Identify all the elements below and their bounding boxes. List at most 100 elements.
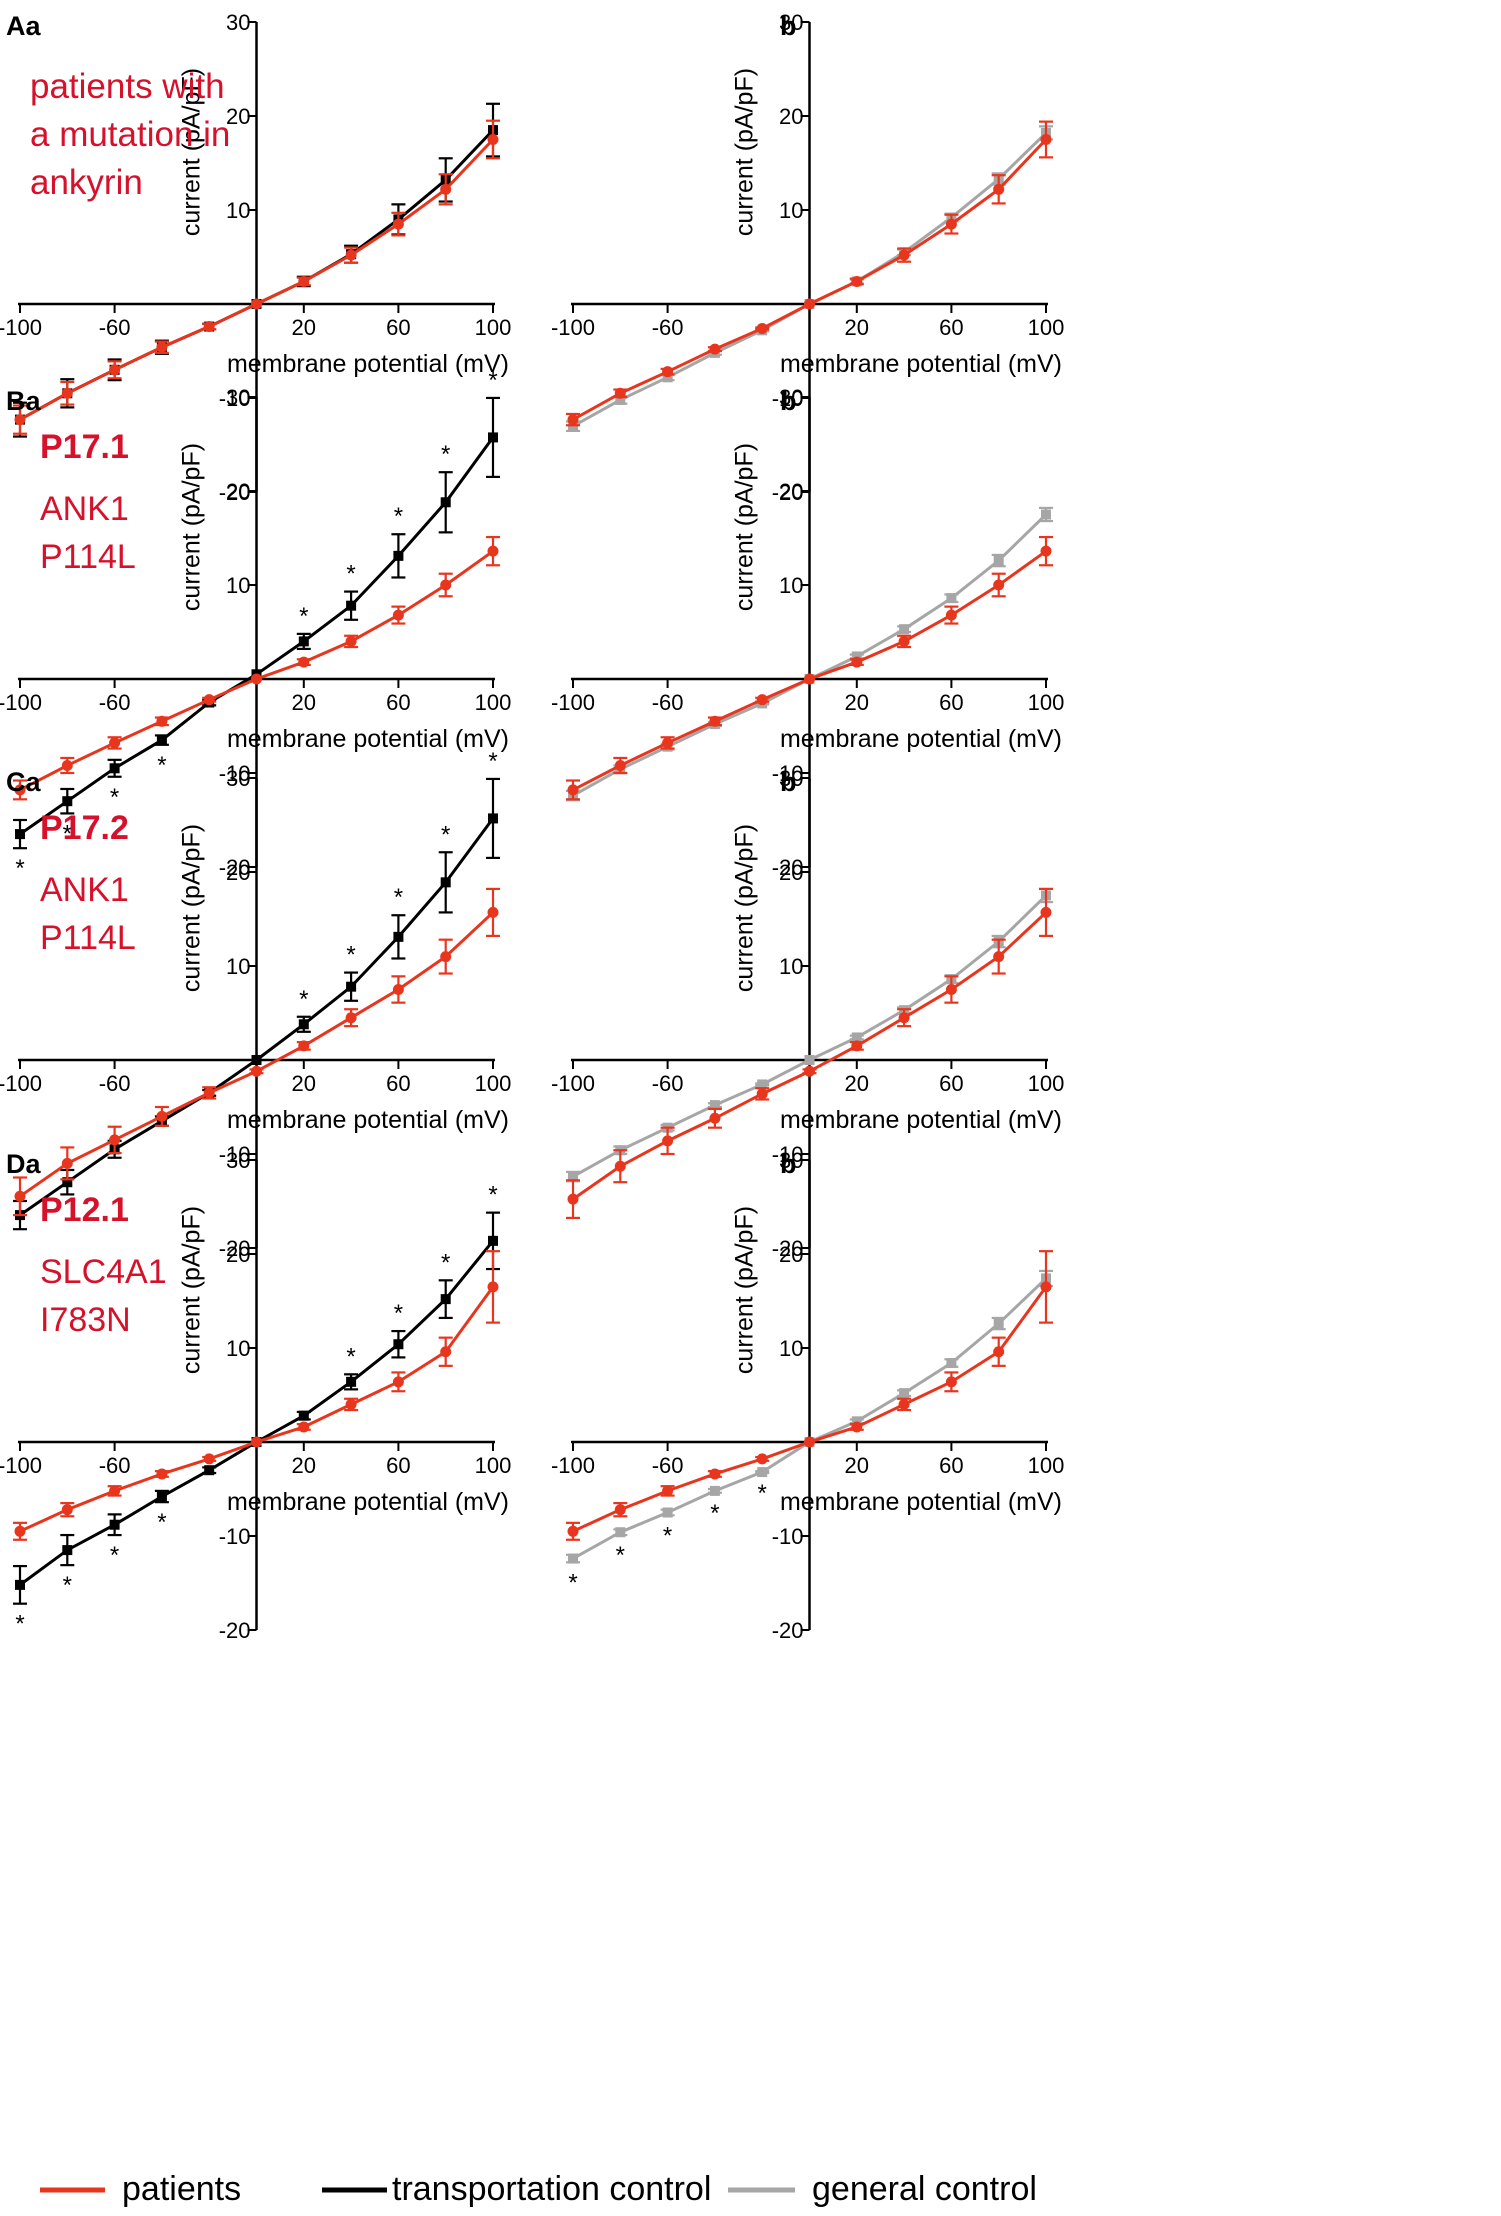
data-point [393, 550, 404, 561]
panel-label: Da [6, 1149, 41, 1179]
data-point [662, 366, 674, 378]
series-patients [566, 887, 1053, 1220]
y-tick-label: 20 [226, 104, 250, 129]
y-axis-label: current (pA/pF) [178, 68, 206, 236]
significance-star: * [15, 1611, 24, 1638]
x-tick-label: 20 [292, 1071, 316, 1096]
x-tick-label: 20 [845, 315, 869, 340]
y-tick-label: 30 [779, 1148, 803, 1173]
data-point [204, 1465, 215, 1476]
series-patients [566, 535, 1053, 801]
data-point [993, 951, 1005, 963]
data-point [156, 715, 168, 727]
data-point [615, 394, 626, 405]
data-point [804, 673, 815, 685]
x-tick-label: 20 [845, 690, 869, 715]
legend-label-general: general control [812, 2170, 1037, 2208]
x-tick-label: -100 [551, 315, 595, 340]
x-tick-label: 20 [292, 690, 316, 715]
data-point [251, 673, 262, 685]
data-point [567, 1193, 579, 1205]
data-point [62, 1177, 73, 1188]
x-axis-label: membrane potential (mV) [227, 725, 509, 753]
data-point [61, 1157, 73, 1169]
x-tick-label: 100 [1028, 1453, 1065, 1478]
significance-star: * [346, 1343, 355, 1370]
data-point [993, 579, 1005, 591]
x-tick-label: 100 [475, 1453, 512, 1478]
series-patients [13, 535, 500, 801]
data-point [156, 341, 168, 353]
panel-Da: 30 20 10 -10 -20 -100 -60 20 60 100 membrane poten… [0, 1148, 511, 1643]
y-tick-label: 10 [779, 573, 803, 598]
significance-star: * [157, 1509, 166, 1536]
data-point [487, 545, 499, 557]
x-tick-label: -60 [99, 315, 131, 340]
panel-label: b [780, 1149, 797, 1179]
data-point [345, 635, 357, 647]
data-point [851, 1032, 862, 1043]
annotation-line: ANK1 [40, 490, 129, 528]
data-point [440, 1294, 451, 1305]
x-tick-label: -60 [99, 1071, 131, 1096]
y-tick-label: -20 [772, 480, 804, 505]
data-point [662, 1135, 674, 1147]
data-point [898, 1012, 910, 1024]
y-tick-label: 20 [226, 1242, 250, 1267]
significance-star: * [441, 441, 450, 468]
y-tick-label: -10 [772, 386, 804, 411]
significance-star: * [157, 752, 166, 779]
significance-star: * [394, 503, 403, 530]
significance-star: * [110, 1542, 119, 1569]
significance-star: * [299, 986, 308, 1013]
x-tick-label: 20 [292, 315, 316, 340]
data-point [898, 635, 910, 647]
significance-star: * [63, 820, 72, 847]
x-axis-label: membrane potential (mV) [780, 1106, 1062, 1134]
data-point [993, 1346, 1005, 1358]
data-point [899, 1388, 910, 1399]
data-point [709, 1485, 720, 1496]
data-point [440, 579, 452, 591]
data-point [851, 1416, 862, 1427]
y-tick-label: -20 [219, 480, 251, 505]
data-point [392, 609, 404, 621]
data-point [203, 1087, 215, 1099]
data-point [298, 1019, 309, 1030]
data-point [851, 656, 863, 668]
series-patients [13, 1250, 500, 1541]
annotation-line: P12.1 [40, 1191, 129, 1229]
x-tick-label: 100 [1028, 315, 1065, 340]
data-point [756, 1453, 768, 1465]
y-tick-label: 30 [226, 385, 250, 410]
significance-star: * [488, 367, 497, 394]
data-point [1040, 545, 1052, 557]
data-point [709, 1112, 721, 1124]
data-point [662, 737, 674, 749]
data-point [898, 249, 910, 261]
x-tick-label: 60 [386, 1071, 410, 1096]
y-tick-label: 20 [779, 104, 803, 129]
significance-star: * [346, 942, 355, 969]
significance-star: * [394, 884, 403, 911]
data-point [203, 1453, 215, 1465]
data-point [1040, 906, 1052, 918]
data-point [709, 343, 721, 355]
data-point [109, 1519, 120, 1530]
data-point [156, 1110, 168, 1122]
y-tick-label: 10 [226, 198, 250, 223]
x-tick-label: 60 [939, 1453, 963, 1478]
data-point [392, 984, 404, 995]
y-tick-label: 20 [779, 860, 803, 885]
data-point [203, 321, 215, 333]
data-point [440, 497, 451, 508]
series-patients [13, 887, 500, 1217]
data-point [392, 218, 404, 230]
data-point [1040, 134, 1052, 145]
x-tick-label: 60 [939, 315, 963, 340]
data-point [899, 624, 910, 635]
data-point [487, 134, 499, 145]
data-point [14, 784, 26, 796]
data-point [109, 1485, 121, 1497]
